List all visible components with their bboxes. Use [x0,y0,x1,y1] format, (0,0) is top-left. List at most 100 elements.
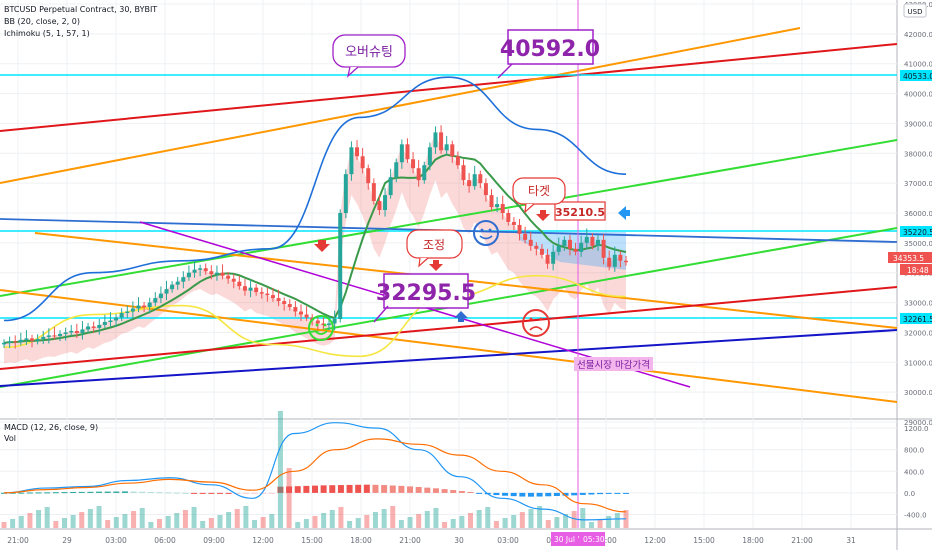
candle[interactable] [371,183,376,202]
macd-histogram-bar[interactable] [415,486,422,493]
candle[interactable] [147,302,152,308]
candle[interactable] [198,268,203,270]
candle[interactable] [601,239,606,258]
candle[interactable] [220,272,225,276]
macd-histogram-bar[interactable] [70,491,77,493]
candle[interactable] [7,341,12,343]
macd-histogram-bar[interactable] [527,492,534,497]
candle[interactable] [293,307,298,312]
macd-histogram-bar[interactable] [121,491,128,493]
macd-histogram-bar[interactable] [216,492,223,494]
candle[interactable] [158,293,163,299]
candle[interactable] [186,272,191,278]
macd-histogram-bar[interactable] [208,492,215,494]
candle[interactable] [226,275,231,279]
candle[interactable] [349,147,354,175]
candle[interactable] [259,292,264,294]
macd-histogram-bar[interactable] [182,492,189,494]
candle[interactable] [590,236,595,246]
candle[interactable] [528,239,533,246]
macd-histogram-bar[interactable] [536,492,543,497]
candle[interactable] [114,317,119,321]
macd-histogram-bar[interactable] [268,492,275,494]
candle[interactable] [136,305,141,309]
candle[interactable] [254,287,259,293]
bubble-adjust[interactable]: 조정 [406,229,463,268]
red-trendline-lower[interactable] [0,286,898,370]
orange-trendline-upper[interactable] [0,27,801,184]
candle[interactable] [455,156,460,166]
candle[interactable] [13,341,18,343]
macd-histogram-bar[interactable] [519,492,526,497]
macd-histogram-bar[interactable] [225,492,232,494]
macd-histogram-bar[interactable] [346,484,353,493]
candle[interactable] [30,338,35,341]
macd-histogram-bar[interactable] [562,492,569,496]
candle[interactable] [624,260,628,263]
candle[interactable] [86,326,91,330]
macd-histogram-bar[interactable] [35,492,42,494]
macd-histogram-bar[interactable] [320,485,327,493]
candle[interactable] [444,144,449,151]
candle[interactable] [383,195,388,211]
candle[interactable] [58,333,63,337]
macd-histogram-bar[interactable] [44,492,51,494]
green-trendline-upper[interactable] [0,139,898,297]
price-pane[interactable] [0,0,898,528]
macd-histogram-bar[interactable] [286,486,293,493]
macd-histogram-bar[interactable] [467,491,474,493]
candle[interactable] [534,245,539,249]
candle[interactable] [164,289,169,294]
macd-histogram-bar[interactable] [130,491,137,493]
candle[interactable] [102,321,107,325]
macd-histogram-bar[interactable] [113,491,120,493]
candle[interactable] [422,165,427,181]
macd-histogram-bar[interactable] [597,492,604,495]
candle[interactable] [584,236,589,243]
candle[interactable] [181,277,186,282]
candle[interactable] [567,239,572,249]
candle[interactable] [556,245,561,252]
candle[interactable] [388,177,393,196]
macd-histogram-bar[interactable] [579,492,586,495]
candle[interactable] [338,213,343,319]
candle[interactable] [511,221,516,225]
candle[interactable] [214,272,219,275]
macd-histogram-bar[interactable] [251,492,258,494]
macd-histogram-bar[interactable] [234,492,241,494]
macd-histogram-bar[interactable] [432,488,439,493]
macd-histogram-bar[interactable] [303,485,310,493]
candle[interactable] [80,329,85,334]
candle[interactable] [523,233,528,240]
candle[interactable] [366,168,371,184]
candle[interactable] [74,330,79,334]
candle[interactable] [91,326,96,328]
candle[interactable] [153,298,158,303]
candle[interactable] [506,213,511,222]
macd-histogram-bar[interactable] [96,491,103,493]
candle[interactable] [287,304,292,308]
candle[interactable] [551,251,556,264]
candle[interactable] [298,311,303,315]
macd-histogram-bar[interactable] [355,484,362,493]
macd-histogram-bar[interactable] [165,492,172,494]
macd-histogram-bar[interactable] [363,484,370,493]
macd-histogram-bar[interactable] [26,492,33,494]
bb-upper-band[interactable] [3,76,627,322]
macd-histogram-bar[interactable] [52,492,59,494]
candle[interactable] [355,147,360,157]
candle[interactable] [242,286,247,291]
macd-histogram-bar[interactable] [424,487,431,493]
candle[interactable] [461,165,466,181]
candle[interactable] [142,305,147,308]
macd-histogram-bar[interactable] [337,485,344,493]
candle[interactable] [24,338,29,340]
macd-histogram-bar[interactable] [329,485,336,493]
macd-histogram-bar[interactable] [476,492,483,494]
candle[interactable] [18,339,23,342]
candle[interactable] [248,287,253,291]
candle[interactable] [192,269,197,273]
macd-histogram-bar[interactable] [312,485,318,493]
